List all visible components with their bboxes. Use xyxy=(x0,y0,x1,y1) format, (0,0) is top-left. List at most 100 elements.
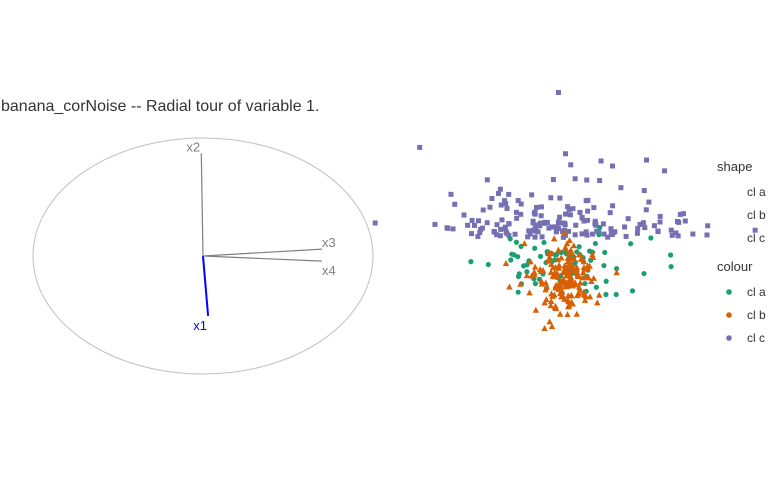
point-cl-c xyxy=(471,222,477,228)
point-cl-c xyxy=(690,231,696,237)
point-cl-c xyxy=(525,234,531,240)
point-cl-c xyxy=(641,188,647,193)
point-cl-b xyxy=(546,254,553,261)
point-cl-b xyxy=(573,310,581,317)
point-cl-b xyxy=(558,293,565,300)
point-cl-c xyxy=(637,221,643,227)
point-cl-c xyxy=(568,162,574,168)
point-cl-c xyxy=(635,225,641,231)
point-cl-c xyxy=(584,232,590,238)
axis-label-x1: x1 xyxy=(193,318,207,333)
legend-shape-item-a: cl a xyxy=(747,185,766,199)
point-cl-c xyxy=(591,205,597,211)
point-cl-b xyxy=(564,311,571,318)
legend-colour-key-a xyxy=(726,289,732,295)
point-cl-a xyxy=(597,224,603,231)
point-cl-c xyxy=(634,230,640,236)
point-cl-c xyxy=(450,226,456,232)
axis-line-x1 xyxy=(202,255,210,316)
point-cl-b xyxy=(506,283,513,290)
point-cl-c xyxy=(444,225,450,231)
point-cl-c xyxy=(533,228,539,234)
axes-panel: x1 x2 x3 x4 xyxy=(32,137,374,375)
point-cl-a xyxy=(593,284,599,290)
legend-colour-key-c xyxy=(726,335,732,341)
point-cl-a xyxy=(507,236,513,242)
point-cl-c xyxy=(480,207,486,213)
point-cl-c xyxy=(477,230,483,236)
point-cl-b xyxy=(575,290,583,297)
point-cl-c xyxy=(642,225,648,231)
point-cl-c xyxy=(546,225,552,231)
point-cl-b xyxy=(538,277,545,284)
point-cl-c xyxy=(643,207,649,213)
axis-label-x4: x4 xyxy=(322,263,336,278)
point-cl-b xyxy=(613,269,620,276)
point-cl-b xyxy=(580,269,587,276)
legend-shape-item-c: cl c xyxy=(747,231,765,245)
point-cl-b xyxy=(547,302,554,309)
point-cl-c xyxy=(608,226,614,232)
point-cl-c xyxy=(677,211,683,217)
point-cl-b xyxy=(555,261,563,268)
axis-line-x4 xyxy=(202,255,323,262)
point-cl-b xyxy=(558,254,565,261)
point-cl-b xyxy=(557,290,564,297)
point-cl-a xyxy=(516,271,522,277)
point-cl-c xyxy=(590,231,596,237)
point-cl-c xyxy=(537,223,543,229)
point-cl-c xyxy=(623,233,629,239)
point-cl-b xyxy=(541,299,548,306)
point-cl-c xyxy=(610,203,616,209)
point-cl-c xyxy=(452,201,458,207)
point-cl-a xyxy=(592,240,598,247)
point-cl-a xyxy=(541,239,547,246)
point-cl-b xyxy=(564,296,571,303)
point-cl-a xyxy=(603,291,609,298)
point-cl-c xyxy=(682,218,688,224)
point-cl-b xyxy=(568,274,575,281)
point-cl-c xyxy=(598,158,604,164)
point-cl-c xyxy=(675,219,681,225)
point-cl-c xyxy=(498,226,504,232)
point-cl-b xyxy=(521,240,528,247)
point-cl-c xyxy=(608,231,614,237)
point-cl-c xyxy=(680,211,686,217)
point-cl-c xyxy=(577,209,583,215)
point-cl-a xyxy=(602,249,608,256)
point-cl-c xyxy=(530,220,536,226)
point-cl-b xyxy=(555,281,562,288)
point-cl-a xyxy=(601,262,607,269)
legend-colour-item-a: cl a xyxy=(747,285,766,299)
point-cl-b xyxy=(586,293,594,300)
point-cl-c xyxy=(557,195,563,201)
point-cl-a xyxy=(485,261,491,268)
point-cl-b xyxy=(570,264,578,271)
point-cl-c xyxy=(532,211,538,217)
point-cl-a xyxy=(537,253,544,259)
point-cl-c xyxy=(417,144,423,150)
point-cl-c xyxy=(752,227,758,233)
point-cl-c xyxy=(550,177,556,183)
point-cl-b xyxy=(526,289,533,296)
point-cl-b xyxy=(594,299,601,306)
point-cl-a xyxy=(628,241,634,247)
point-cl-b xyxy=(565,302,573,309)
point-cl-c xyxy=(612,229,618,235)
point-cl-a xyxy=(641,270,647,277)
point-cl-c xyxy=(494,232,500,238)
point-cl-c xyxy=(461,212,467,218)
point-cl-c xyxy=(600,221,606,227)
point-cl-c xyxy=(527,231,533,237)
point-cl-c xyxy=(537,220,543,226)
point-cl-b xyxy=(578,255,586,262)
point-cl-b xyxy=(570,242,578,249)
point-cl-c xyxy=(553,228,559,234)
point-cl-c xyxy=(563,151,568,157)
point-cl-c xyxy=(497,186,503,192)
axis-line-x3 xyxy=(202,248,323,257)
point-cl-b xyxy=(556,310,564,317)
point-cl-b xyxy=(563,282,570,289)
point-cl-c xyxy=(594,228,600,234)
point-cl-c xyxy=(553,224,559,230)
